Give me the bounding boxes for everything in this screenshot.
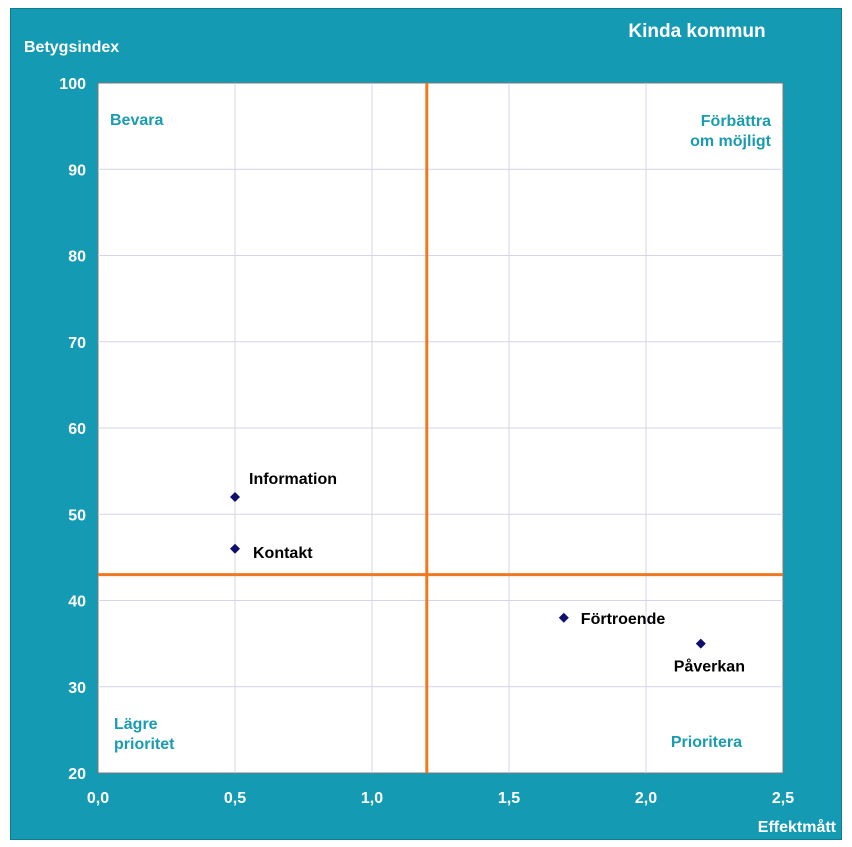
x-tick-label: 0,5 xyxy=(224,790,246,807)
data-point-marker xyxy=(695,638,706,649)
y-tick-label: 20 xyxy=(68,766,86,783)
y-tick-label: 40 xyxy=(68,594,86,611)
quadrant-label-bottom-left: Lägre xyxy=(114,716,158,733)
y-axis-title: Betygsindex xyxy=(24,39,119,56)
data-point-label: Kontakt xyxy=(253,545,313,562)
data-point-label: Påverkan xyxy=(674,658,745,676)
x-axis-title: Effektmått xyxy=(758,818,837,836)
x-tick-label: 2,0 xyxy=(635,790,657,807)
quadrant-label-top-right: Förbättra xyxy=(701,113,771,130)
axis-ticks: 0,0 0,5 1,0 1,5 2,0 2,5 20 30 40 50 60 70 80 90 100 xyxy=(59,76,794,807)
quadrant-label-bottom-left: prioritet xyxy=(114,736,175,753)
x-tick-label: 1,5 xyxy=(498,790,520,807)
data-points: Information Kontakt Förtroende Påverkan xyxy=(230,471,745,676)
data-point-marker xyxy=(230,543,240,554)
chart-title: Kinda kommun xyxy=(628,21,765,42)
y-tick-label: 60 xyxy=(68,421,86,438)
y-tick-label: 50 xyxy=(68,507,86,524)
data-point-marker xyxy=(558,612,569,623)
y-tick-label: 80 xyxy=(68,249,86,266)
y-tick-label: 90 xyxy=(68,162,86,179)
quadrant-label-top-right: om möjligt xyxy=(690,133,772,150)
x-tick-label: 1,0 xyxy=(361,790,383,807)
y-tick-label: 100 xyxy=(59,76,86,93)
quadrant-label-bottom-right: Prioritera xyxy=(671,734,742,751)
quadrant-labels: Bevara Förbättra om möjligt Lägre prioritet P… xyxy=(110,112,772,753)
y-tick-label: 30 xyxy=(68,680,86,697)
grid xyxy=(98,83,783,773)
data-point-label: Förtroende xyxy=(581,611,666,628)
quadrant-dividers xyxy=(98,83,783,773)
x-tick-label: 2,5 xyxy=(772,790,794,807)
data-point-marker xyxy=(230,492,240,502)
data-point-label: Information xyxy=(249,471,337,488)
y-tick-label: 70 xyxy=(68,335,86,352)
quadrant-label-top-left: Bevara xyxy=(110,112,163,129)
x-tick-label: 0,0 xyxy=(87,790,109,807)
